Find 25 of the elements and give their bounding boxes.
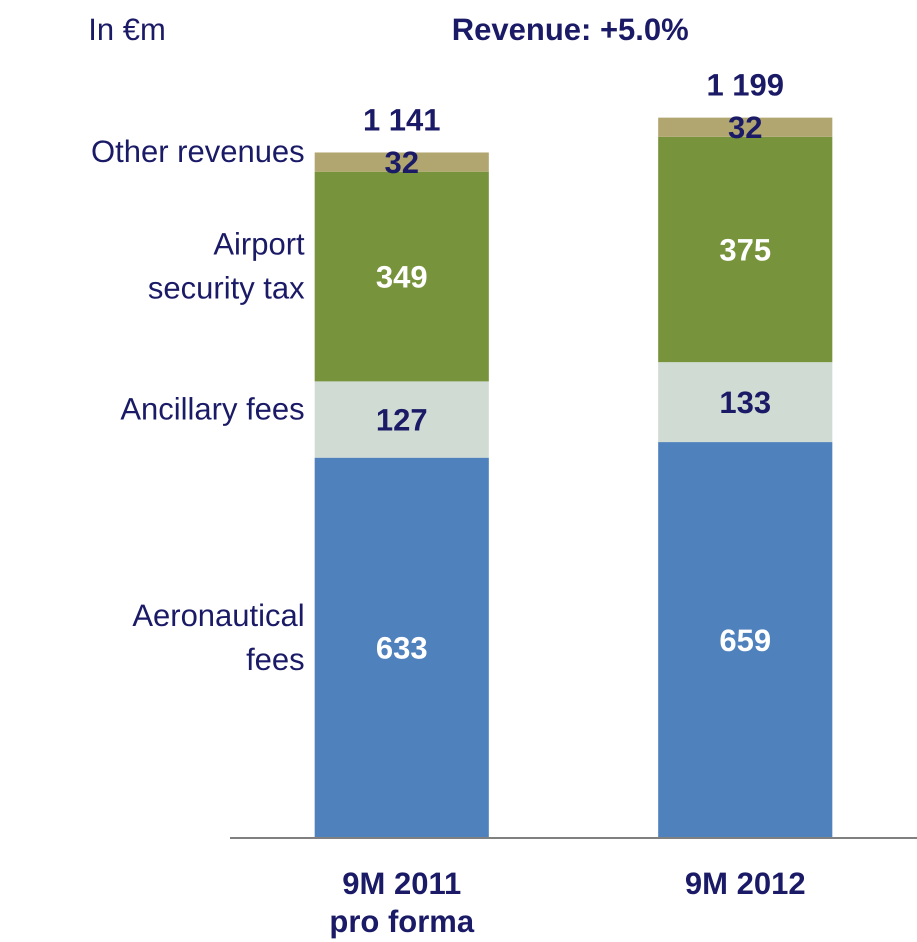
series-label: Other revenues [91, 134, 305, 170]
bar [658, 442, 832, 838]
bar [314, 458, 489, 838]
total-label: 1 199 [706, 68, 784, 103]
data-label: 133 [719, 384, 772, 420]
data-label: 32 [728, 110, 762, 146]
total-label: 1 141 [362, 102, 441, 138]
data-label: 659 [719, 622, 772, 658]
bar [314, 172, 489, 382]
series-label: Airport security tax [148, 226, 306, 306]
series-label: Ancillary fees [120, 392, 305, 427]
x-tick-label: 9M 2011 pro forma [329, 866, 475, 939]
y-axis-title: In €m [88, 12, 166, 47]
x-tick-label: 9M 2012 [684, 866, 806, 901]
data-label: 633 [376, 630, 428, 666]
bar [658, 136, 832, 362]
data-label: 32 [384, 144, 419, 180]
data-label: 349 [376, 259, 428, 294]
data-label: 127 [376, 402, 428, 438]
chart-title: Revenue: +5.0% [452, 12, 689, 47]
bar [658, 362, 832, 442]
series-label: Aeronautical fees [132, 598, 305, 677]
bar [314, 381, 489, 458]
data-label: 375 [719, 232, 772, 268]
bar [658, 118, 832, 137]
